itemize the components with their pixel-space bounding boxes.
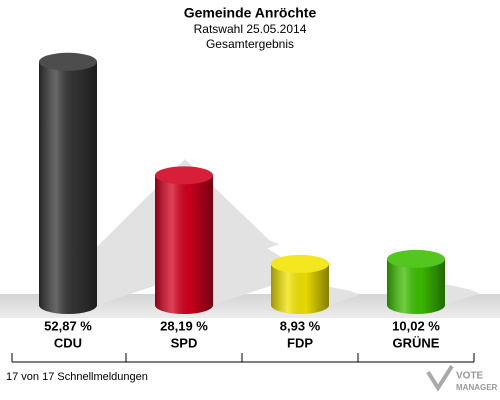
bar-top (271, 254, 329, 273)
x-tick-label: GRÜNE (393, 335, 440, 350)
logo-text: VOTE (456, 371, 484, 382)
bar (39, 52, 97, 314)
value-label: 10,02 % (392, 318, 440, 333)
footer: 17 von 17 Schnellmeldungen (6, 371, 148, 383)
x-tick-label: CDU (54, 335, 82, 350)
chart-title: Gemeinde Anröchte (184, 5, 317, 21)
value-label: 8,93 % (280, 318, 321, 333)
logo-text: MANAGER (456, 383, 498, 392)
bar (387, 249, 445, 314)
chart-subtitle: Gesamtergebnis (206, 37, 294, 51)
value-label: 28,19 % (160, 318, 208, 333)
bar-body-shade (155, 175, 213, 305)
chart-subtitle: Ratswahl 25.05.2014 (194, 22, 307, 36)
bar-top-light (271, 254, 329, 273)
bar-top-light (155, 166, 213, 185)
bar-top (155, 166, 213, 185)
x-tick-label: FDP (287, 335, 313, 350)
value-label: 52,87 % (44, 318, 92, 333)
bar-top (39, 52, 97, 71)
bar (155, 166, 213, 314)
bar-top-light (39, 52, 97, 71)
bar (271, 254, 329, 314)
logo: VOTE MANAGER (426, 364, 498, 392)
bar-top-light (387, 249, 445, 268)
x-tick-label: SPD (171, 335, 198, 350)
category-brackets (11, 353, 475, 363)
bar-body-shade (39, 61, 97, 305)
bar-top (387, 249, 445, 268)
